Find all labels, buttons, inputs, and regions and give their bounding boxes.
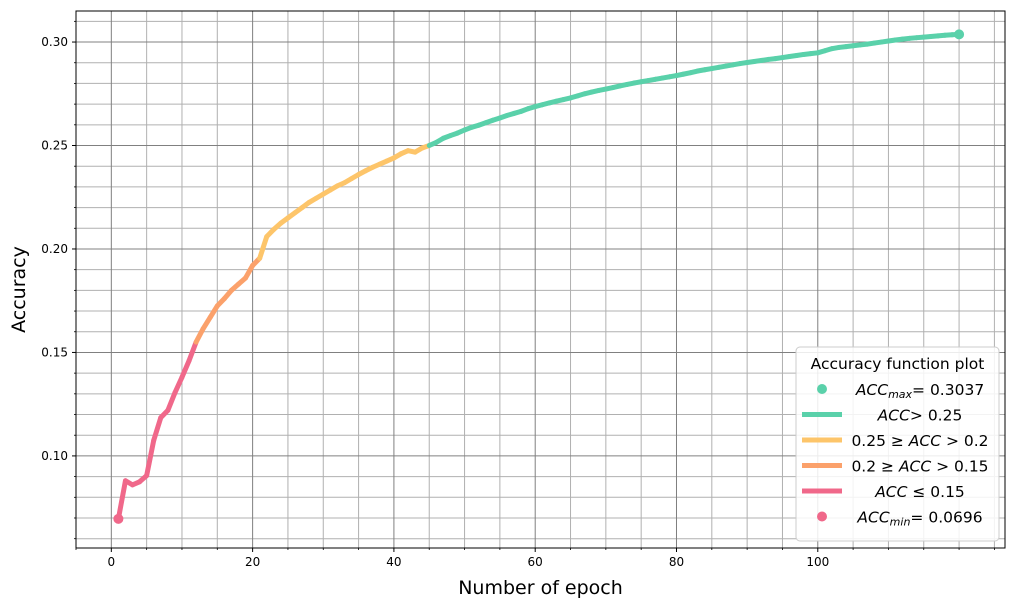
y-tick-label: 0.25 [41,139,68,153]
x-axis-title: Number of epoch [458,577,623,599]
x-tick-label: 40 [386,555,401,569]
series-segment [186,339,199,364]
series-segment [151,415,164,443]
y-tick-label: 0.30 [41,35,68,49]
series-segment [172,374,185,396]
legend-entry-label: ACC ≤ 0.15 [874,483,965,501]
x-tick-label: 80 [669,555,684,569]
legend-entry-label: 0.25 ≥ ACC > 0.2 [851,432,988,450]
axis-ticks [72,20,995,552]
legend-entry-label: 0.2 ≥ ACC > 0.15 [851,458,988,476]
y-axis-title: Accuracy [8,246,30,333]
plot-frame [75,10,1006,549]
series-segment [144,437,157,479]
y-tick-label: 0.10 [41,449,68,463]
x-tick-label: 0 [108,555,116,569]
max-point-marker [954,29,965,40]
legend-entry-label: ACC> 0.25 [877,407,963,425]
accuracy-series [113,29,965,524]
legend: Accuracy function plot ACCmax= 0.3037 ACC>… [795,346,1000,542]
min-point-marker [113,513,124,524]
legend-entry-label: ACCmin= 0.0696 [856,509,982,529]
legend-marker [817,511,827,522]
legend-entry-label: ACCmax= 0.3037 [855,381,984,401]
legend-marker [817,384,827,394]
x-tick-label: 100 [806,555,829,569]
y-tick-label: 0.20 [41,242,68,256]
series-segment [193,326,206,345]
y-tick-label: 0.15 [41,345,68,359]
series-segment [165,390,178,413]
legend-box [795,346,1000,542]
axis-tick-labels: 0 20 40 60 80 100 0.10 0.15 0.20 0.25 0.30 [41,35,829,569]
x-tick-label: 20 [245,555,260,569]
x-tick-label: 60 [528,555,543,569]
legend-title: Accuracy function plot [811,355,985,373]
major-grid [76,11,1005,548]
series-segment [115,478,128,522]
series-segment [179,358,192,380]
series-segment [257,234,270,261]
